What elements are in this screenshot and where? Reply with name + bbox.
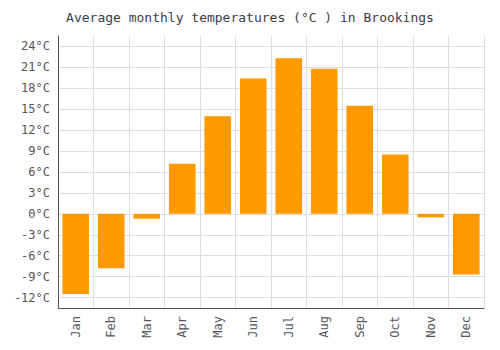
svg-text:Sep: Sep xyxy=(353,316,367,338)
svg-text:9°C: 9°C xyxy=(28,144,50,158)
svg-text:-12°C: -12°C xyxy=(14,291,50,305)
svg-text:-6°C: -6°C xyxy=(21,249,50,263)
svg-text:Nov: Nov xyxy=(424,316,438,338)
svg-text:24°C: 24°C xyxy=(21,39,50,53)
svg-text:Oct: Oct xyxy=(388,316,402,338)
svg-text:3°C: 3°C xyxy=(28,186,50,200)
svg-text:Dec: Dec xyxy=(459,316,473,338)
svg-text:Average monthly temperatures (: Average monthly temperatures (°C ) in Br… xyxy=(66,10,434,25)
svg-text:0°C: 0°C xyxy=(28,207,50,221)
svg-text:Jun: Jun xyxy=(246,316,260,338)
svg-text:21°C: 21°C xyxy=(21,60,50,74)
svg-text:Apr: Apr xyxy=(175,316,189,338)
svg-text:18°C: 18°C xyxy=(21,81,50,95)
svg-text:Jul: Jul xyxy=(282,316,296,338)
svg-text:12°C: 12°C xyxy=(21,123,50,137)
svg-text:Mar: Mar xyxy=(140,316,154,338)
svg-text:15°C: 15°C xyxy=(21,102,50,116)
svg-text:Jan: Jan xyxy=(69,316,83,338)
svg-text:6°C: 6°C xyxy=(28,165,50,179)
svg-text:Feb: Feb xyxy=(104,316,118,338)
svg-text:-9°C: -9°C xyxy=(21,270,50,284)
svg-text:Aug: Aug xyxy=(317,316,331,338)
svg-text:May: May xyxy=(211,316,225,338)
svg-text:-3°C: -3°C xyxy=(21,228,50,242)
